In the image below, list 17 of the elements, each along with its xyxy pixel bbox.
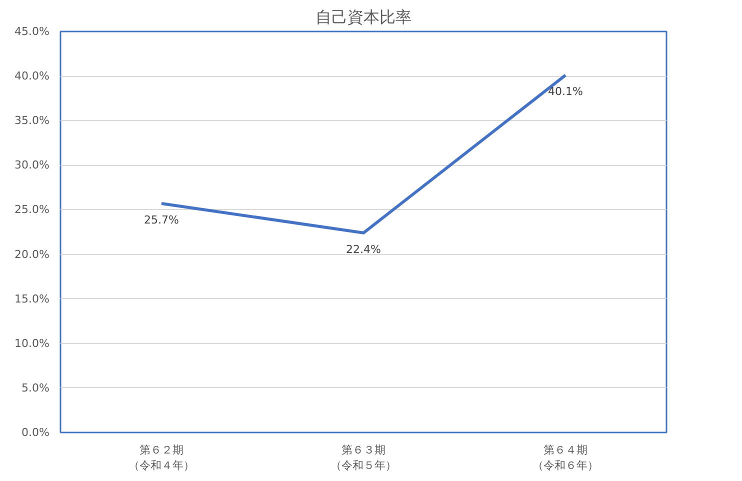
y-tick-label: 40.0% <box>14 70 50 83</box>
y-tick-label: 30.0% <box>14 158 50 172</box>
text: 40.1% <box>548 85 583 98</box>
x-tick-label: 第６４期（令和６年） <box>532 444 598 472</box>
y-tick-label: 15.0% <box>14 292 50 306</box>
y-tick-label: 45.0% <box>14 25 50 38</box>
text: 22.4% <box>346 242 381 256</box>
x-tick-label: 第６２期（令和４年） <box>128 444 194 472</box>
text: 25.7% <box>144 213 179 226</box>
y-tick-label: 25.0% <box>14 203 50 216</box>
x-tick-label: 第６３期（令和５年） <box>330 444 396 472</box>
y-tick-label: 10.0% <box>14 336 50 350</box>
y-tick-label: 5.0% <box>22 381 50 394</box>
chart-title: 自己資本比率 <box>316 8 412 26</box>
y-tick-label: 0.0% <box>22 426 50 439</box>
y-tick-label: 35.0% <box>14 114 50 128</box>
y-tick-label: 20.0% <box>14 248 50 261</box>
